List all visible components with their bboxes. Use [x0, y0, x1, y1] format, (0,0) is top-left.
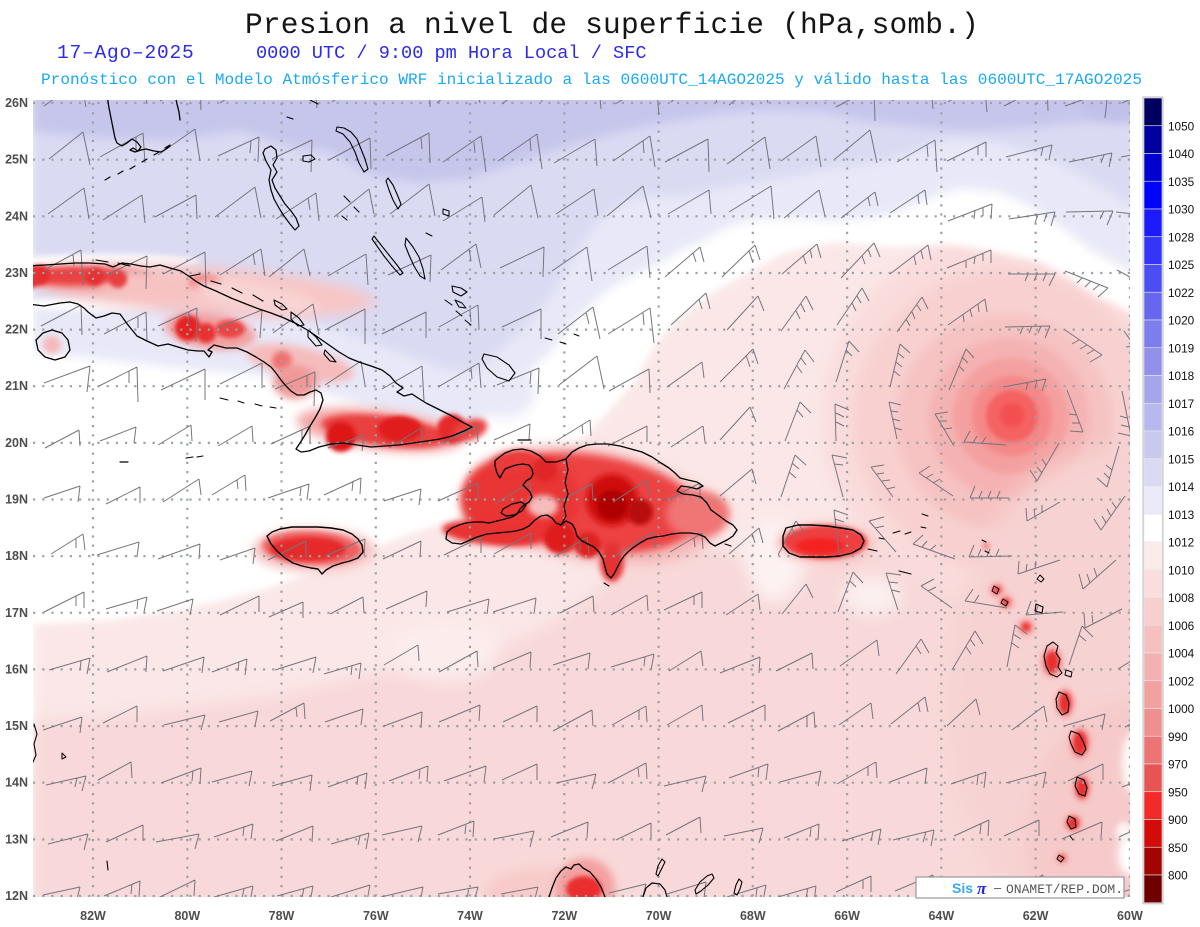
- svg-text:1017: 1017: [1168, 397, 1194, 411]
- svg-text:14N: 14N: [5, 776, 28, 790]
- svg-text:60W: 60W: [1117, 909, 1143, 923]
- svg-text:1018: 1018: [1168, 369, 1195, 383]
- svg-text:1040: 1040: [1168, 147, 1195, 161]
- svg-text:0000 UTC / 9:00 pm Hora Local: 0000 UTC / 9:00 pm Hora Local / SFC: [256, 43, 647, 64]
- svg-text:1012: 1012: [1168, 536, 1194, 550]
- svg-text:Sis: Sis: [952, 880, 973, 896]
- svg-text:1016: 1016: [1168, 425, 1195, 439]
- svg-text:78W: 78W: [269, 909, 295, 923]
- svg-text:1014: 1014: [1168, 480, 1195, 494]
- svg-text:1035: 1035: [1168, 175, 1195, 189]
- svg-text:1008: 1008: [1168, 591, 1195, 605]
- svg-text:26N: 26N: [5, 96, 28, 110]
- svg-text:900: 900: [1168, 813, 1188, 827]
- svg-text:1010: 1010: [1168, 563, 1195, 577]
- svg-text:22N: 22N: [5, 323, 28, 337]
- svg-text:990: 990: [1168, 730, 1188, 744]
- svg-text:850: 850: [1168, 841, 1188, 855]
- svg-text:1013: 1013: [1168, 508, 1195, 522]
- svg-text:64W: 64W: [928, 909, 954, 923]
- svg-text:1000: 1000: [1168, 702, 1195, 716]
- svg-text:13N: 13N: [5, 832, 28, 846]
- svg-text:17N: 17N: [5, 606, 28, 620]
- svg-text:1019: 1019: [1168, 341, 1194, 355]
- svg-text:70W: 70W: [646, 909, 672, 923]
- svg-text:1022: 1022: [1168, 286, 1194, 300]
- svg-text:1025: 1025: [1168, 258, 1195, 272]
- svg-text:1015: 1015: [1168, 452, 1195, 466]
- svg-text:Presion a nivel de superficie: Presion a nivel de superficie (hPa,somb.…: [245, 8, 979, 42]
- svg-text:19N: 19N: [5, 493, 28, 507]
- svg-text:18N: 18N: [5, 549, 28, 563]
- svg-text:68W: 68W: [740, 909, 766, 923]
- svg-text:950: 950: [1168, 785, 1188, 799]
- svg-text:74W: 74W: [457, 909, 483, 923]
- svg-text:66W: 66W: [834, 909, 860, 923]
- svg-text:800: 800: [1168, 869, 1188, 883]
- svg-text:Pronóstico con el Modelo Atmós: Pronóstico con el Modelo Atmósferico WRF…: [41, 71, 1142, 89]
- svg-text:970: 970: [1168, 758, 1188, 772]
- svg-text:1028: 1028: [1168, 230, 1195, 244]
- svg-text:21N: 21N: [5, 379, 28, 393]
- svg-text:20N: 20N: [5, 436, 28, 450]
- svg-text:–: –: [994, 880, 1002, 895]
- svg-text:16N: 16N: [5, 662, 28, 676]
- svg-text:1030: 1030: [1168, 203, 1195, 217]
- svg-text:ONAMET/REP.DOM.: ONAMET/REP.DOM.: [1006, 882, 1123, 897]
- svg-text:76W: 76W: [363, 909, 389, 923]
- svg-text:1002: 1002: [1168, 674, 1194, 688]
- svg-text:1050: 1050: [1168, 119, 1195, 133]
- svg-text:1004: 1004: [1168, 647, 1195, 661]
- svg-text:15N: 15N: [5, 719, 28, 733]
- svg-text:12N: 12N: [5, 889, 28, 903]
- svg-text:π: π: [977, 879, 987, 898]
- svg-text:25N: 25N: [5, 153, 28, 167]
- svg-text:72W: 72W: [551, 909, 577, 923]
- svg-text:24N: 24N: [5, 209, 28, 223]
- svg-text:62W: 62W: [1023, 909, 1049, 923]
- svg-text:80W: 80W: [174, 909, 200, 923]
- svg-text:17–Ago–2025: 17–Ago–2025: [57, 42, 195, 64]
- svg-text:23N: 23N: [5, 266, 28, 280]
- svg-text:1020: 1020: [1168, 314, 1195, 328]
- svg-text:1006: 1006: [1168, 619, 1195, 633]
- svg-text:82W: 82W: [80, 909, 106, 923]
